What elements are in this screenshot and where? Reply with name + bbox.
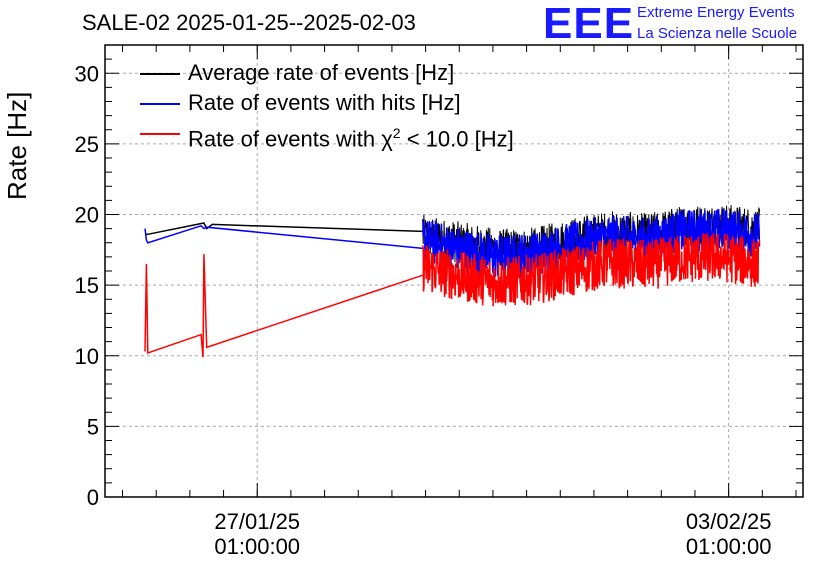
x-tick-label: 01:00:00 [686, 534, 772, 559]
y-tick-label: 10 [75, 344, 99, 369]
x-tick-label: 27/01/25 [214, 509, 300, 534]
logo-subtitle-1: Extreme Energy Events [637, 4, 795, 21]
y-tick-label: 15 [75, 273, 99, 298]
legend-label-chi2: Rate of events with χ2 < 10.0 [Hz] [188, 125, 514, 152]
x-tick-label: 01:00:00 [214, 534, 300, 559]
y-tick-label: 5 [87, 414, 99, 439]
series-line-2 [144, 254, 424, 358]
y-tick-label: 25 [75, 132, 99, 157]
series-line-1 [422, 208, 761, 278]
logo-subtitle-2: La Scienza nelle Scuole [637, 25, 798, 42]
series-line-0 [145, 222, 423, 236]
legend-label-average: Average rate of events [Hz] [188, 60, 455, 85]
eee-logo: EEE [543, 0, 635, 48]
y-tick-label: 30 [75, 61, 99, 86]
chart-title: SALE-02 2025-01-25--2025-02-03 [82, 10, 416, 35]
series-line-1 [144, 224, 423, 250]
legend-swatch-average [140, 73, 180, 75]
y-tick-label: 0 [87, 485, 99, 510]
y-tick-label: 20 [75, 203, 99, 228]
legend-label-hits: Rate of events with hits [Hz] [188, 90, 461, 115]
x-tick-label: 03/02/25 [686, 509, 772, 534]
plot-frame [104, 44, 804, 498]
y-axis-label: Rate [Hz] [2, 91, 32, 200]
series-line-2 [422, 233, 761, 307]
legend-swatch-chi2 [140, 133, 180, 135]
legend-swatch-hits [140, 103, 180, 105]
